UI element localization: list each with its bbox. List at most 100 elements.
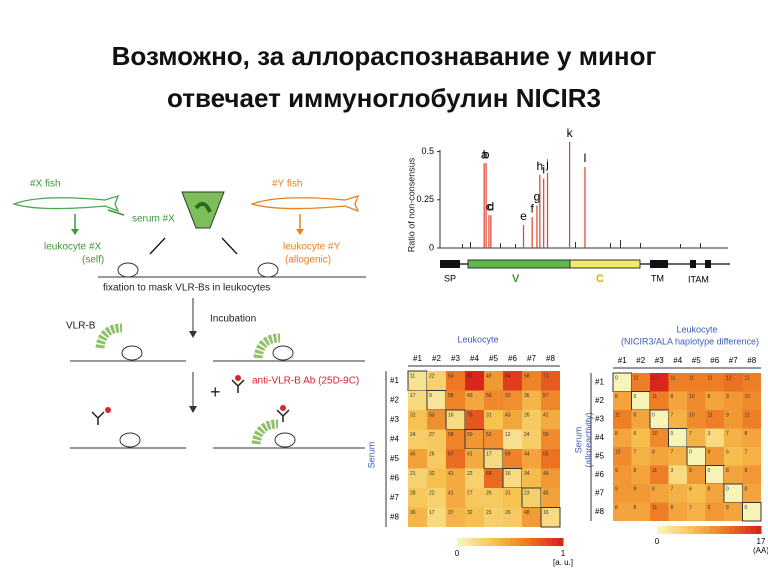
colorbar bbox=[504, 538, 511, 546]
peak-label: h bbox=[536, 159, 543, 173]
colorbar bbox=[541, 538, 548, 546]
cell bbox=[427, 371, 446, 391]
bar bbox=[536, 205, 538, 248]
cell bbox=[705, 502, 724, 521]
cell-label: 28 bbox=[410, 490, 416, 496]
colorbar bbox=[536, 538, 543, 546]
cell-label: 16 bbox=[505, 471, 511, 477]
cell bbox=[631, 484, 650, 503]
cell bbox=[668, 502, 687, 521]
cell-label: 58 bbox=[448, 393, 454, 399]
bar bbox=[543, 178, 545, 248]
colorbar bbox=[520, 538, 527, 546]
row-label: #7 bbox=[595, 488, 604, 497]
cell bbox=[408, 429, 427, 449]
peak-label: a bbox=[481, 147, 488, 161]
cell bbox=[446, 507, 465, 527]
cell bbox=[484, 390, 503, 410]
cell-label: 31 bbox=[486, 412, 492, 418]
cell bbox=[408, 390, 427, 410]
cell bbox=[427, 429, 446, 449]
cell bbox=[705, 373, 724, 392]
title: Возможно, за аллораспознавание у миног bbox=[112, 41, 657, 71]
cell bbox=[541, 468, 560, 488]
cell bbox=[484, 507, 503, 527]
peak-label: l bbox=[584, 151, 587, 165]
colorbar bbox=[755, 526, 762, 534]
cell-label: 3 bbox=[671, 468, 674, 474]
colorbar bbox=[557, 538, 564, 546]
cell bbox=[484, 410, 503, 430]
column-label: #7 bbox=[729, 356, 738, 365]
cell bbox=[631, 410, 650, 429]
cell bbox=[522, 468, 541, 488]
cell bbox=[613, 502, 632, 521]
cell-label: 0 bbox=[615, 375, 618, 381]
cell bbox=[687, 465, 706, 484]
cell bbox=[121, 345, 143, 361]
row-label: #4 bbox=[390, 434, 399, 443]
cell-label: 56 bbox=[486, 393, 492, 399]
cell-label: 41 bbox=[448, 490, 454, 496]
row-label: #5 bbox=[390, 454, 399, 463]
heatmap-subtitle: (NICIR3/ALA haplotype difference) bbox=[621, 336, 759, 346]
cell bbox=[427, 410, 446, 430]
cell bbox=[427, 449, 446, 469]
cell-label: 65 bbox=[543, 451, 549, 457]
cell-label: 7 bbox=[671, 449, 674, 455]
cell bbox=[650, 484, 669, 503]
cell bbox=[541, 429, 560, 449]
cell-label: 32 bbox=[429, 471, 435, 477]
cell bbox=[540, 507, 561, 528]
cell-label: 11 bbox=[634, 375, 639, 381]
cell-label: 48 bbox=[524, 510, 530, 516]
colorbar bbox=[467, 538, 474, 546]
cell-label: 57 bbox=[543, 393, 549, 399]
cell-label: 7 bbox=[689, 505, 692, 511]
cell bbox=[503, 390, 522, 410]
cell bbox=[257, 262, 279, 278]
cell-label: 6 bbox=[689, 486, 692, 492]
cell bbox=[650, 391, 669, 410]
cell-label: 8 bbox=[708, 486, 711, 492]
cell-label: 27 bbox=[429, 432, 435, 438]
cell bbox=[724, 428, 743, 447]
cell-label: 59 bbox=[505, 451, 511, 457]
cell-label: 9 bbox=[689, 468, 692, 474]
cell bbox=[465, 488, 484, 508]
cell-label: 8 bbox=[652, 449, 655, 455]
bar bbox=[569, 141, 571, 248]
cell bbox=[503, 507, 522, 527]
row-label: #3 bbox=[595, 414, 604, 423]
domain-label: TM bbox=[651, 273, 664, 283]
column-label: #8 bbox=[546, 354, 555, 363]
cell bbox=[446, 449, 465, 469]
arrow bbox=[149, 237, 166, 255]
cell bbox=[613, 447, 632, 466]
label: leukocyte #Y bbox=[283, 242, 341, 253]
colorbar bbox=[499, 538, 506, 546]
cell-label: 17 bbox=[486, 451, 492, 457]
cell bbox=[705, 447, 724, 466]
cell-label: 41 bbox=[448, 471, 454, 477]
antibody bbox=[231, 379, 245, 393]
colorbar bbox=[735, 526, 741, 534]
cell bbox=[742, 465, 761, 484]
label: serum #X bbox=[132, 214, 175, 225]
row-label: #8 bbox=[390, 512, 399, 521]
cell bbox=[742, 428, 761, 447]
cell-label: 11 bbox=[652, 468, 657, 474]
cell bbox=[631, 465, 650, 484]
cell-label: 24 bbox=[524, 432, 530, 438]
cell bbox=[408, 507, 427, 527]
cell-label: 43 bbox=[505, 412, 511, 418]
cell bbox=[724, 391, 743, 410]
column-label: #7 bbox=[527, 354, 536, 363]
column-label: #3 bbox=[451, 354, 460, 363]
cell bbox=[705, 428, 724, 447]
cell-label: 73 bbox=[543, 373, 549, 379]
cell-label: 12 bbox=[505, 432, 511, 438]
colorbar bbox=[525, 538, 532, 546]
cell bbox=[668, 465, 687, 484]
cell bbox=[631, 502, 650, 521]
